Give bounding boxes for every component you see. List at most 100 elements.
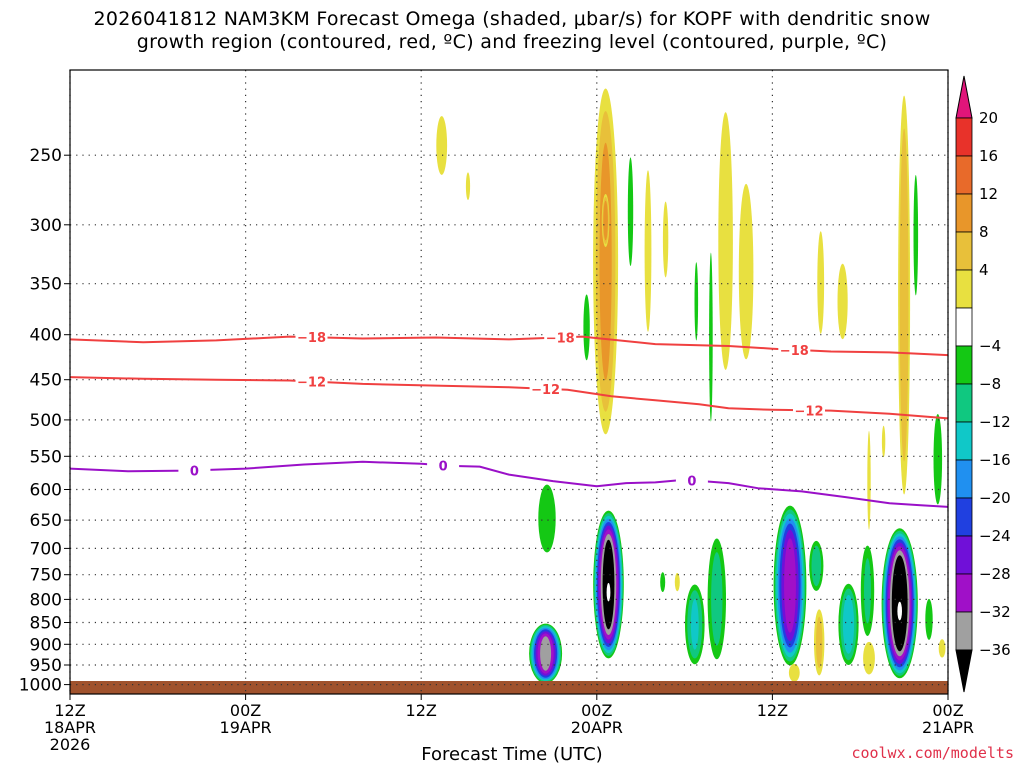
omega-shade-core — [606, 583, 611, 602]
omega-shade-level — [867, 430, 871, 530]
omega-shade-level — [837, 263, 848, 340]
y-tick-label: 350 — [30, 275, 62, 295]
omega-feature — [898, 95, 911, 495]
contour-freezing-level: 0 0 0 — [69, 457, 949, 508]
contour-label-bg — [295, 329, 328, 345]
colorbar-segment — [955, 611, 973, 651]
omega-shade-level — [436, 116, 448, 175]
colorbar-segment — [955, 231, 973, 271]
colorbar-segment — [955, 459, 973, 499]
x-tick-label: 00Z — [230, 701, 261, 720]
contour-label: 0 — [439, 459, 448, 474]
omega-feature — [867, 430, 871, 530]
colorbar-label: −12 — [979, 413, 1011, 431]
x-tick-label: 00Z — [581, 701, 612, 720]
omega-shade-level — [816, 616, 823, 669]
x-tick-label: 12Z — [757, 701, 788, 720]
omega-feature — [436, 116, 448, 175]
omega-shade-level — [811, 545, 822, 587]
colorbar-label: −36 — [979, 641, 1011, 659]
y-tick-label: 300 — [30, 216, 62, 236]
omega-feature — [465, 172, 471, 200]
omega-shade-level — [538, 484, 556, 553]
terrain-surface — [70, 681, 948, 694]
omega-shade-level — [864, 558, 871, 624]
omega-shade-level — [694, 262, 699, 341]
y-tick-label: 550 — [30, 447, 62, 467]
y-tick-label: 1000 — [19, 676, 62, 696]
omega-feature — [718, 112, 733, 370]
omega-shade-level — [660, 572, 666, 592]
x-tick-label: 12Z — [406, 701, 437, 720]
omega-shade-level — [788, 663, 800, 682]
contour-dgz: −12 −12 −12 — [69, 373, 949, 420]
colorbar-segment — [955, 421, 973, 461]
colorbar: 20 16 12 8 4 −4 −8 −12 −16 −20 −24 −28 −32 −36 — [955, 75, 1011, 693]
omega-shade-level — [709, 252, 713, 422]
colorbar-segment — [955, 155, 973, 195]
contour-label-bg — [778, 341, 811, 357]
contour-line — [69, 335, 949, 357]
omega-feature — [925, 598, 933, 640]
colorbar-label: −28 — [979, 565, 1011, 583]
x-axis-label: Forecast Time (UTC) — [421, 744, 603, 765]
x-tick-label: 19APR — [220, 718, 272, 737]
chart-title-line-2: growth region (contoured, red, ºC) and f… — [136, 31, 888, 53]
omega-feature — [817, 231, 825, 334]
omega-feature — [644, 170, 652, 332]
y-tick-label: 950 — [30, 656, 62, 676]
colorbar-segment — [955, 117, 973, 157]
omega-shade-level — [738, 183, 754, 360]
omega-feature — [601, 194, 610, 247]
y-tick-label: 750 — [30, 566, 62, 586]
contour-label: −12 — [795, 404, 824, 419]
omega-feature — [814, 609, 825, 676]
omega-feature — [529, 623, 563, 684]
colorbar-segment — [955, 573, 973, 613]
y-tick-label: 250 — [30, 146, 62, 166]
x-tick-label: 2026 — [50, 735, 91, 754]
omega-shade-level — [842, 595, 855, 654]
omega-feature — [583, 294, 590, 361]
omega-feature — [933, 414, 943, 505]
omega-feature — [738, 183, 754, 360]
omega-shade-level — [540, 636, 552, 671]
omega-feature — [773, 505, 807, 666]
omega-shade-level — [599, 142, 612, 380]
y-tick-label: 900 — [30, 635, 62, 655]
omega-shade-level — [583, 294, 590, 361]
colorbar-label: 12 — [979, 185, 998, 203]
omega-shade-core — [897, 601, 902, 621]
site-credit: coolwx.com/modelts — [851, 744, 1014, 762]
y-tick-label: 850 — [30, 614, 62, 634]
omega-shade-level — [863, 641, 875, 675]
omega-feature — [788, 663, 800, 682]
omega-feature — [913, 175, 919, 296]
y-tick-label: 700 — [30, 539, 62, 559]
contour-label: −18 — [780, 344, 809, 359]
omega-shade-level — [627, 157, 634, 266]
colorbar-label: 20 — [979, 109, 998, 127]
x-tick-label: 18APR — [44, 718, 96, 737]
omega-feature — [674, 573, 680, 592]
omega-shade-level — [644, 170, 652, 332]
colorbar-label: 4 — [979, 261, 989, 279]
y-tick-label: 800 — [30, 590, 62, 610]
colorbar-segment — [955, 535, 973, 575]
omega-feature — [837, 263, 848, 340]
colorbar-bottom-arrow — [955, 649, 973, 693]
contour-label-bg — [544, 329, 577, 345]
colorbar-label: −16 — [979, 451, 1011, 469]
omega-shade-level — [465, 172, 471, 200]
colorbar-label: −4 — [979, 337, 1001, 355]
x-tick-label: 00Z — [932, 701, 963, 720]
contour-label-bg — [427, 457, 460, 473]
omega-shade-level — [913, 175, 919, 296]
contour-label-bg — [675, 472, 708, 488]
x-tick-label: 12Z — [54, 701, 85, 720]
colorbar-label: −20 — [979, 489, 1011, 507]
contour-label-bg — [529, 380, 562, 396]
omega-shade-level — [817, 231, 825, 334]
